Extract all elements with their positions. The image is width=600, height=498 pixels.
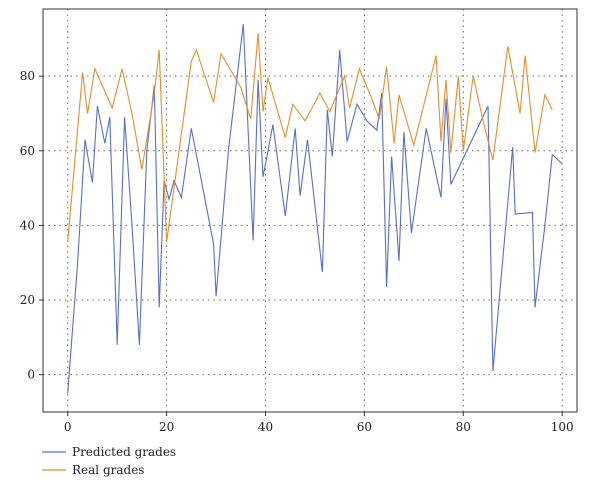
grid-lines bbox=[43, 9, 577, 412]
x-tick-label: 100 bbox=[551, 420, 574, 434]
x-tick-label: 20 bbox=[159, 420, 174, 434]
y-tick-label: 60 bbox=[20, 144, 35, 158]
y-tick-label: 0 bbox=[27, 368, 35, 382]
x-tick-label: 40 bbox=[258, 420, 273, 434]
axis-ticks: 0 20 40 60 80 100 0 20 40 60 80 bbox=[20, 69, 574, 434]
y-tick-label: 40 bbox=[20, 218, 35, 232]
legend: Predicted grades Real grades bbox=[42, 445, 176, 477]
y-tick-label: 20 bbox=[20, 293, 35, 307]
series-line-real-grades bbox=[67, 33, 553, 243]
y-tick-label: 80 bbox=[20, 69, 35, 83]
series-line-predicted-grades bbox=[67, 23, 563, 394]
legend-label-real-grades: Real grades bbox=[72, 463, 144, 477]
legend-label-predicted-grades: Predicted grades bbox=[72, 445, 176, 459]
series-lines bbox=[67, 23, 563, 394]
x-tick-label: 60 bbox=[357, 420, 372, 434]
x-tick-label: 80 bbox=[456, 420, 471, 434]
plot-frame bbox=[42, 8, 578, 413]
x-tick-label: 0 bbox=[64, 420, 72, 434]
